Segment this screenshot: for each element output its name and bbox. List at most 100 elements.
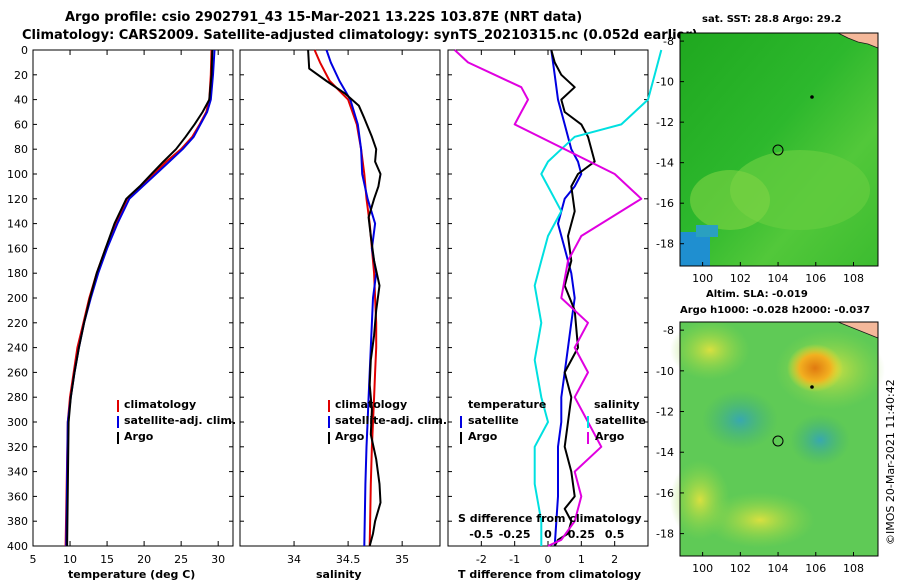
series-line-t-satellite — [550, 49, 583, 547]
sst-warm-patch — [690, 170, 770, 230]
header-line2: Climatology: CARS2009. Satellite-adjuste… — [22, 28, 698, 43]
legend-clim: climatology — [335, 398, 407, 411]
depth-tick-label: 140 — [7, 218, 28, 231]
depth-tick-label: 200 — [7, 292, 28, 305]
x-tick-label: 34 — [287, 553, 301, 566]
sst-cool-patch — [696, 225, 718, 237]
depth-tick-label: 240 — [7, 342, 28, 355]
map-y-tick-label: -10 — [656, 76, 674, 89]
depth-tick-label: 260 — [7, 366, 28, 379]
credit-text: ©IMOS 20-Mar-2021 11:40:42 — [884, 379, 897, 545]
depth-tick-label: 320 — [7, 441, 28, 454]
sla-yellow-patch — [705, 492, 815, 548]
x-tick-label: 35 — [395, 553, 409, 566]
sla-low-anomaly — [702, 390, 778, 450]
x-tick-label: 2 — [611, 553, 618, 566]
x-tick-label: 20 — [137, 553, 151, 566]
series-line-satellite-adj-clim- — [325, 49, 378, 547]
island-dot — [810, 385, 814, 389]
salinity-panel — [239, 49, 441, 547]
x-tick-label: 0 — [545, 553, 552, 566]
x-tick-label: 30 — [211, 553, 225, 566]
depth-tick-label: 300 — [7, 416, 28, 429]
depth-tick-label: 360 — [7, 490, 28, 503]
temperature-legend: climatology satellite-adj. clim. Argo — [117, 398, 236, 444]
map2-axes: 100 102 104 106 108 -8 -10 -12 -14 -16 -18 — [656, 324, 864, 575]
map-x-tick-label: 106 — [805, 272, 826, 285]
depth-tick-label: 80 — [14, 143, 28, 156]
x-tick-label: 25 — [174, 553, 188, 566]
depth-tick-label: 160 — [7, 242, 28, 255]
map-y-tick-label: -8 — [663, 35, 674, 48]
map-y-tick-label: -16 — [656, 197, 674, 210]
depth-tick-label: 20 — [14, 69, 28, 82]
map-y-tick-label: -12 — [656, 406, 674, 419]
depth-tick-label: 220 — [7, 317, 28, 330]
x-tick-label: -2 — [476, 553, 487, 566]
depth-axis: 0 20 40 60 80 100 120 140 160 180 200 220 240 260 280 3… — [7, 44, 648, 553]
difference-legend: temperature satellite Argo salinity sate… — [460, 398, 646, 444]
x-tick-label: 10 — [63, 553, 77, 566]
map-x-tick-label: 102 — [730, 562, 751, 575]
legend-sargo: Argo — [595, 430, 625, 443]
depth-tick-label: 40 — [14, 94, 28, 107]
depth-tick-label: 280 — [7, 391, 28, 404]
sst-cool-patch — [680, 232, 710, 266]
diff-s-xlabel: S difference from climatology — [458, 512, 642, 525]
x-tick2-label: 0.25 — [568, 528, 595, 541]
sla-map-frame — [679, 321, 879, 557]
map-x-tick-label: 102 — [730, 272, 751, 285]
series-line-climatology — [64, 49, 213, 547]
legend-temperature-title: temperature — [468, 398, 546, 411]
sst-map — [679, 32, 879, 267]
series-line-argo — [66, 49, 214, 547]
map-y-tick-label: -14 — [656, 446, 674, 459]
depth-tick-label: 180 — [7, 267, 28, 280]
map-x-tick-label: 100 — [692, 562, 713, 575]
salinity-legend: climatology satellite-adj. clim. Argo — [328, 398, 447, 444]
legend-clim: climatology — [124, 398, 196, 411]
legend-ssat: satellite — [595, 414, 646, 427]
map-y-tick-label: -8 — [663, 324, 674, 337]
sla-high-anomaly — [787, 344, 843, 392]
map-x-tick-label: 104 — [768, 272, 789, 285]
legend-targo: Argo — [468, 430, 498, 443]
map-y-tick-label: -18 — [656, 528, 674, 541]
map-x-tick-label: 108 — [843, 562, 864, 575]
map-y-tick-label: -14 — [656, 157, 674, 170]
map-x-tick-label: 100 — [692, 272, 713, 285]
sla-map — [670, 320, 885, 557]
map1-subtitle: Altim. SLA: -0.019 — [706, 289, 808, 300]
argo-location-marker — [772, 435, 784, 447]
argo-location-marker — [772, 144, 784, 156]
map-x-tick-label: 106 — [805, 562, 826, 575]
legend-salinity-title: salinity — [594, 398, 640, 411]
x-tick2-label: 0.5 — [605, 528, 625, 541]
depth-tick-label: 380 — [7, 515, 28, 528]
x-tick-label: -1 — [509, 553, 520, 566]
x-tick-label: 5 — [30, 553, 37, 566]
series-line-s-satellite — [533, 49, 663, 546]
diff-t-xlabel: T difference from climatology — [458, 568, 641, 580]
x-tick-label: 15 — [100, 553, 114, 566]
panel-x-axes: 5 10 15 20 25 30 34 34.5 35 -2 -1 0 1 2 -0.5 -0.25 0 0.25… — [30, 50, 625, 566]
series-line-argo — [307, 49, 382, 547]
map1-title: sat. SST: 28.8 Argo: 29.2 — [702, 14, 842, 25]
x-tick2-label: 0 — [544, 528, 552, 541]
x-tick-label: 1 — [578, 553, 585, 566]
x-tick2-label: -0.25 — [499, 528, 531, 541]
series-line-s-argo — [454, 49, 643, 547]
map-y-tick-label: -10 — [656, 365, 674, 378]
temperature-xlabel: temperature (deg C) — [68, 568, 195, 580]
map2-title: Argo h1000: -0.028 h2000: -0.037 — [680, 305, 870, 316]
depth-tick-label: 0 — [21, 44, 28, 57]
series-line-t-argo — [550, 49, 596, 547]
legend-argo: Argo — [124, 430, 154, 443]
legend-argo: Argo — [335, 430, 365, 443]
depth-tick-label: 340 — [7, 466, 28, 479]
map-y-tick-label: -18 — [656, 238, 674, 251]
sla-yellow-patch — [670, 460, 730, 540]
temperature-panel — [32, 49, 234, 547]
x-tick-label: 34.5 — [336, 553, 361, 566]
